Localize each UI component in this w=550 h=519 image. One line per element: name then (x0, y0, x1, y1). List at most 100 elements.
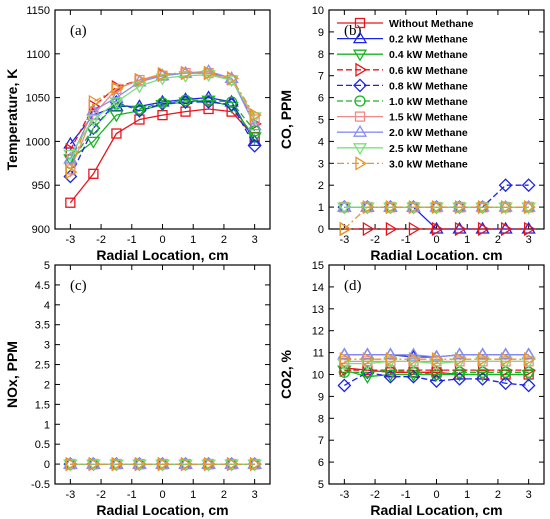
x-axis-label: Radial Location, cm (96, 502, 228, 518)
series-line (343, 206, 529, 230)
x-tick-label: 2 (495, 234, 501, 246)
y-tick-label: 0 (318, 224, 324, 236)
data-point (109, 97, 124, 110)
data-point (429, 349, 444, 362)
data-point (111, 456, 124, 472)
y-tick-label: 5 (44, 260, 50, 272)
data-point (132, 81, 147, 94)
data-point (337, 378, 352, 393)
data-point (86, 114, 101, 127)
y-tick-label: 1000 (26, 136, 50, 148)
x-tick-label: -1 (401, 234, 411, 246)
data-point (65, 456, 78, 472)
data-point (338, 366, 351, 378)
y-tick-label: 2 (44, 379, 50, 391)
series-0-6-kw-methane (339, 221, 536, 237)
data-point (500, 199, 513, 215)
legend-item: Without Methane (337, 17, 474, 30)
y-tick-label: 950 (32, 180, 50, 192)
data-point (521, 178, 536, 193)
data-point (383, 369, 398, 384)
legend-marker (354, 17, 366, 29)
data-point (383, 356, 398, 369)
data-point (134, 114, 145, 125)
data-point (156, 97, 169, 109)
y-tick-label: 3.5 (35, 320, 50, 332)
data-point (406, 356, 421, 369)
plot-frame (54, 264, 271, 485)
y-axis-label: CO2, % (278, 349, 294, 399)
series-3-0-kw-methane (65, 456, 262, 472)
series-line (69, 99, 256, 164)
data-point (88, 168, 99, 179)
x-tick-label: 3 (252, 489, 258, 501)
data-point (179, 94, 192, 106)
legend-item: 1.0 kW Methane (337, 95, 468, 108)
y-tick-label: 0.5 (35, 439, 50, 451)
data-point (88, 94, 101, 110)
legend-marker (352, 124, 368, 137)
x-tick-label: 0 (159, 489, 165, 501)
x-tick-label: -3 (339, 234, 349, 246)
data-point (180, 65, 193, 81)
y-tick-label: 7 (318, 435, 324, 447)
x-axis-label: Radial Location, cm (370, 502, 502, 518)
data-point (247, 132, 262, 145)
series-3-0-kw-methane (339, 352, 536, 367)
data-point (431, 221, 444, 237)
y-tick-label: 3 (44, 340, 50, 352)
y-tick-label: 4 (318, 136, 324, 148)
series-0-8-kw-methane (337, 365, 536, 393)
series-line (69, 96, 256, 145)
legend-marker (355, 62, 368, 77)
data-point (498, 356, 513, 369)
x-tick-label: 0 (159, 234, 165, 246)
x-tick-label: -2 (96, 234, 106, 246)
data-point (362, 352, 375, 367)
y-tick-label: 6 (318, 93, 324, 105)
x-axis-label: Radial Location, cm (96, 247, 228, 263)
data-point (337, 199, 352, 212)
y-tick-label: 3 (318, 158, 324, 170)
data-point (475, 371, 490, 386)
data-point (247, 138, 262, 153)
legend-marker (352, 49, 368, 62)
x-tick-label: -3 (339, 489, 349, 501)
legend-item: 1.5 kW Methane (337, 111, 468, 124)
data-point (226, 71, 239, 86)
panel-b: -3 -2 -1 0 1 2 3 0 1 2 3 4 5 6 7 8 9 10 Radial Location. c… (278, 5, 545, 263)
data-point (248, 125, 261, 137)
x-tick-label: 1 (190, 234, 196, 246)
y-tick-label: 12 (312, 326, 324, 338)
y-tick-label: 14 (312, 282, 324, 294)
y-tick-label: 1100 (26, 49, 50, 61)
x-tick-label: 3 (526, 489, 532, 501)
data-point (203, 103, 214, 115)
data-point (134, 456, 147, 472)
y-tick-label: 10 (312, 5, 324, 17)
legend-item: 0.8 kW Methane (337, 78, 468, 92)
data-point (224, 75, 239, 88)
legend-label: 1.5 kW Methane (389, 112, 468, 124)
panel-label: (d) (344, 278, 362, 294)
data-point (249, 107, 262, 123)
x-tick-label: -3 (65, 489, 75, 501)
data-point (65, 164, 78, 180)
data-point (498, 178, 513, 193)
y-tick-label: 10 (312, 370, 324, 382)
panel-label: (c) (70, 278, 87, 294)
data-point (247, 118, 262, 131)
data-point (384, 364, 397, 376)
x-tick-label: -2 (370, 234, 380, 246)
x-tick-label: -1 (127, 489, 137, 501)
data-point (86, 136, 101, 149)
x-tick-label: -1 (401, 489, 411, 501)
legend-marker (352, 31, 368, 44)
series-1-0-kw-methane (64, 94, 261, 169)
legend-item: 0.2 kW Methane (337, 31, 468, 46)
y-tick-label: 1050 (26, 93, 50, 105)
data-point (155, 96, 170, 111)
x-tick-label: 0 (433, 234, 439, 246)
x-tick-label: -1 (127, 234, 137, 246)
series-without-methane (65, 103, 260, 208)
